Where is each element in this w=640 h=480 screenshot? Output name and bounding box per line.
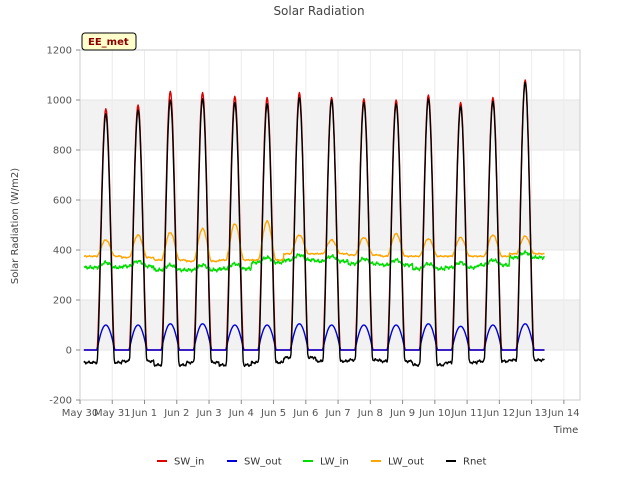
x-tick-label: Jun 4 [228, 408, 254, 419]
x-tick-label: Jun 12 [483, 408, 516, 419]
x-tick-label: Jun 2 [163, 408, 189, 419]
x-tick-label: Jun 14 [547, 408, 580, 419]
y-tick-label: 0 [66, 346, 72, 357]
legend-item-lw-in: LW_in [303, 457, 349, 468]
legend-label: SW_in [174, 457, 204, 468]
legend-label: Rnet [463, 457, 486, 468]
site-badge-label: EE_met [88, 37, 129, 48]
y-tick-label: 1200 [47, 46, 72, 57]
series-line-rnet [83, 81, 545, 368]
plot-background-bands [80, 50, 580, 400]
x-tick-label: May 30 [62, 408, 99, 419]
series-layer [83, 79, 546, 368]
x-tick-label: May 31 [94, 408, 131, 419]
y-tick-label: 400 [53, 246, 72, 257]
legend-item-sw-out: SW_out [227, 457, 282, 468]
legend-label: LW_in [320, 457, 349, 468]
x-tick-label: Jun 10 [418, 408, 451, 419]
x-tick-label: Jun 11 [450, 408, 483, 419]
chart-title: Solar Radiation [273, 4, 364, 18]
site-badge: EE_met [81, 32, 137, 51]
legend-item-lw-out: LW_out [371, 457, 424, 468]
x-tick-label: Jun 13 [515, 408, 548, 419]
x-tick-label: Jun 1 [131, 408, 157, 419]
y-tick-label: -200 [49, 396, 72, 407]
legend-item-sw-in: SW_in [157, 457, 204, 468]
x-tick-label: Jun 3 [195, 408, 221, 419]
x-tick-label: Jun 7 [324, 408, 350, 419]
x-tick-label: Jun 9 [389, 408, 415, 419]
legend-item-rnet: Rnet [446, 457, 486, 468]
x-tick-label: Jun 6 [292, 408, 318, 419]
y-tick-label: 600 [53, 196, 72, 207]
background-band [80, 200, 580, 250]
x-axis-title: Time [553, 425, 578, 436]
y-axis-ticks: -200 0 200 400 600 800 1000 1200 [47, 46, 80, 407]
series-line-lw-out [83, 219, 545, 263]
legend-label: SW_out [244, 457, 282, 468]
x-tick-label: Jun 8 [357, 408, 383, 419]
x-tick-label: Jun 5 [260, 408, 286, 419]
series-line-lw-in [83, 250, 546, 273]
y-tick-label: 200 [53, 296, 72, 307]
legend: SW_in SW_out LW_in LW_out Rnet [157, 457, 486, 468]
plot-frame [79, 49, 581, 401]
y-tick-label: 800 [53, 146, 72, 157]
y-axis-title: Solar Radiation (W/m2) [10, 168, 21, 284]
legend-label: LW_out [388, 457, 424, 468]
y-tick-label: 1000 [47, 96, 72, 107]
